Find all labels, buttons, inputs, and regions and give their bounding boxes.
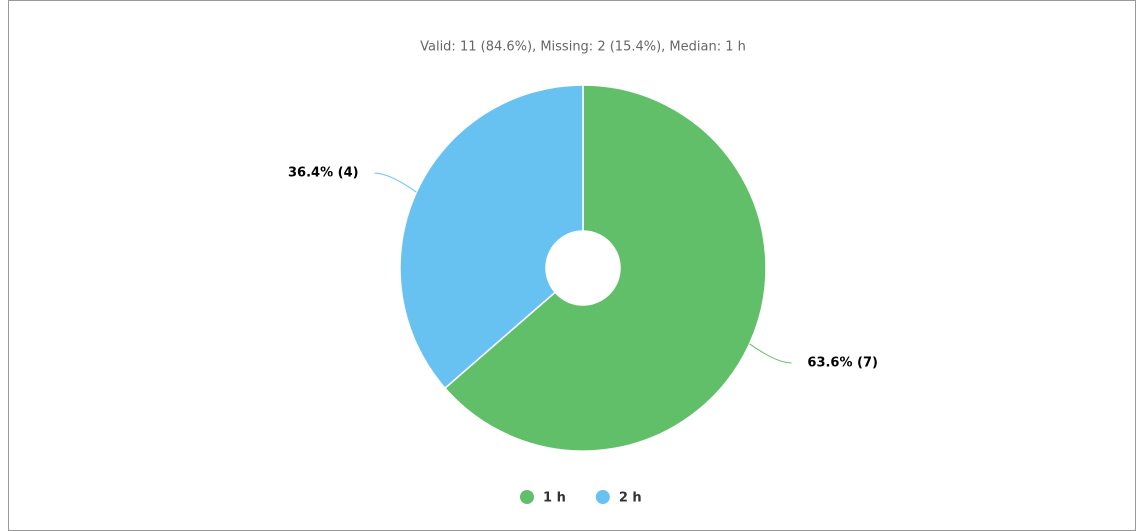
pie-slice: [399, 84, 584, 390]
legend-marker[interactable]: [595, 490, 610, 504]
leader-line: [374, 172, 417, 193]
leader-line: [749, 343, 792, 364]
chart-subtitle: Valid: 11 (84.6%), Missing: 2 (15.4%), M…: [420, 40, 746, 55]
data-label: 63.6% (7): [807, 355, 878, 370]
data-label: 36.4% (4): [288, 166, 359, 181]
pie-slice: [443, 84, 767, 452]
legend-label[interactable]: 1 h: [543, 491, 566, 506]
legend-marker[interactable]: [520, 490, 534, 504]
legend-label[interactable]: 2 h: [619, 491, 642, 506]
